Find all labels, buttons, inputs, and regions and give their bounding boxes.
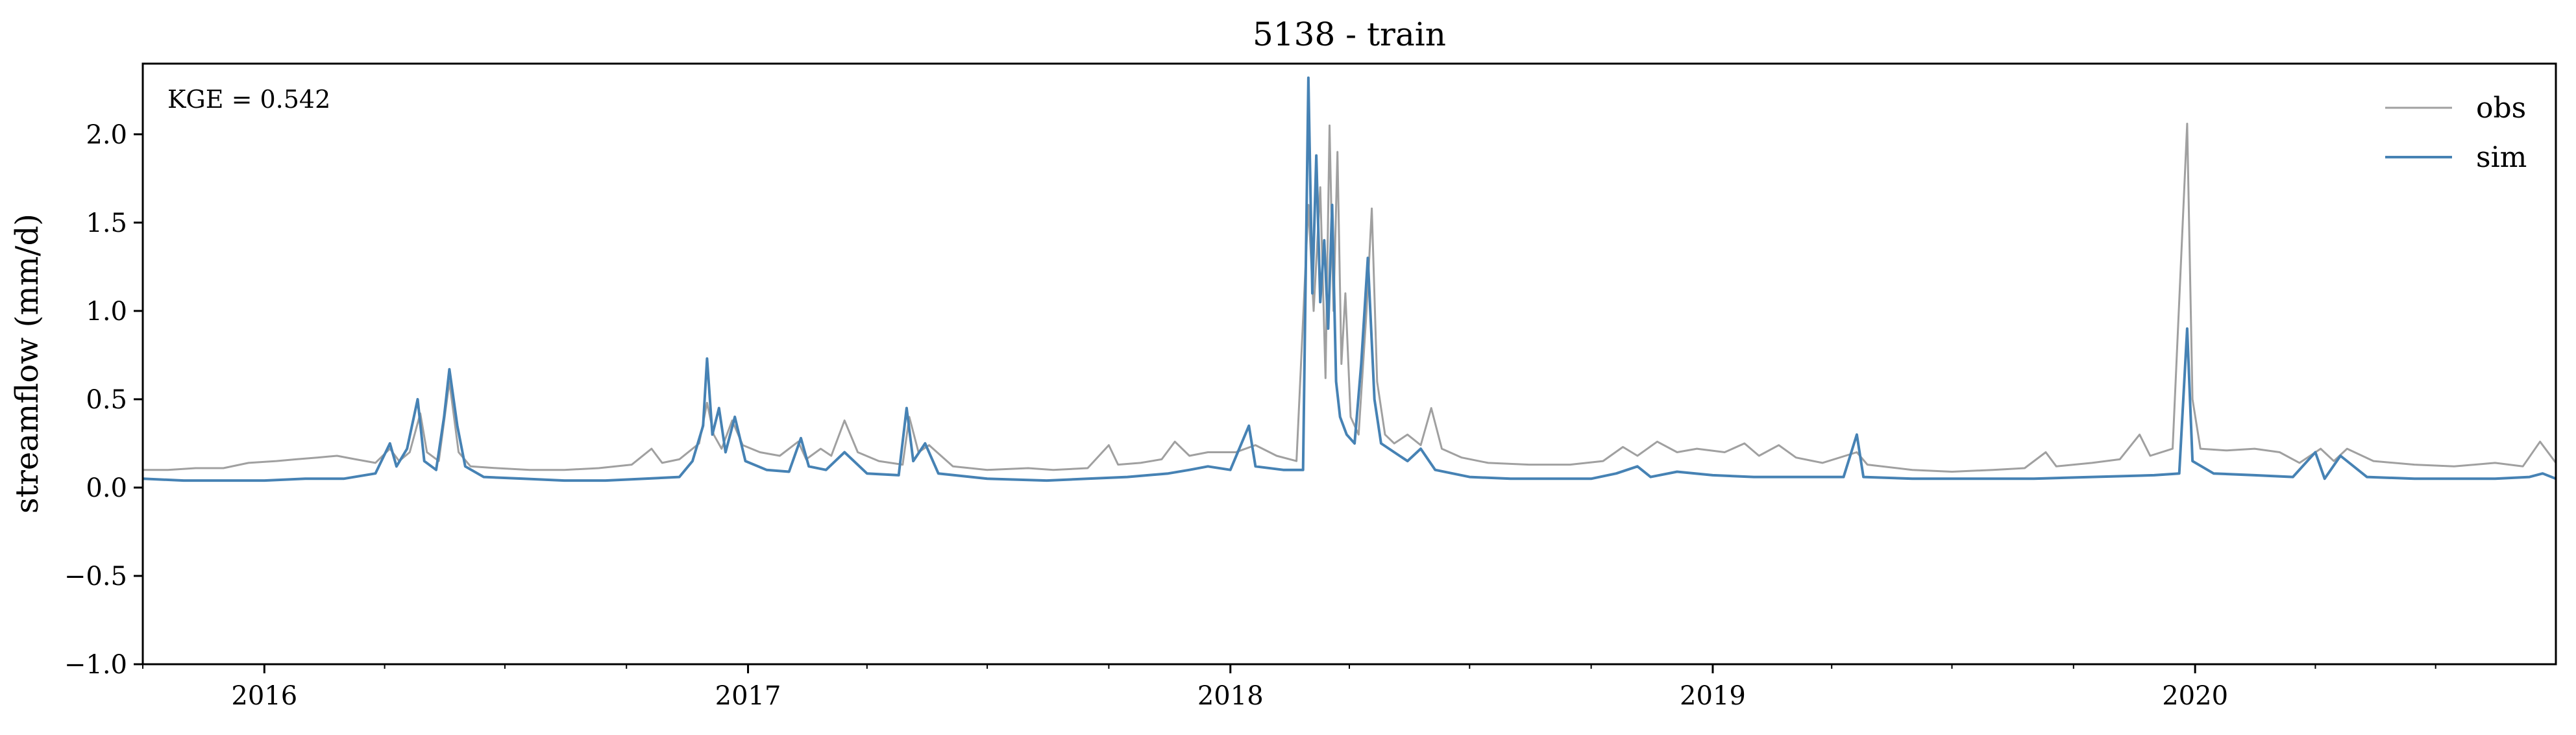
y-tick-label: −1.0 [64, 650, 127, 680]
y-tick-label: 1.0 [86, 297, 127, 327]
y-tick-label: 1.5 [86, 208, 127, 238]
series-line-sim [142, 76, 2557, 482]
y-axis: −1.0 −0.5 0.0 0.5 1.0 1.5 2.0 [64, 120, 143, 680]
y-tick-label: 0.0 [86, 473, 127, 503]
y-tick-label: 2.0 [86, 120, 127, 150]
y-axis-label: streamflow (mm/d) [9, 214, 45, 514]
kge-annotation: KGE = 0.542 [167, 85, 330, 114]
y-tick-label: 0.5 [86, 385, 127, 415]
x-tick-label: 2017 [715, 681, 781, 711]
series-line-obs [143, 123, 2557, 473]
x-tick-label: 2016 [231, 681, 297, 711]
legend-label-sim: sim [2476, 141, 2527, 174]
x-tick-label: 2019 [1680, 681, 1746, 711]
x-tick-label: 2020 [2162, 681, 2228, 711]
legend: obs sim [2385, 92, 2527, 174]
chart-title: 5138 - train [1253, 16, 1446, 53]
y-tick-label: −0.5 [64, 562, 127, 592]
x-axis: 2016 2017 2018 2019 2020 [142, 664, 2436, 711]
x-tick-label: 2018 [1197, 681, 1264, 711]
plot-area [142, 76, 2557, 482]
legend-label-obs: obs [2476, 92, 2526, 125]
